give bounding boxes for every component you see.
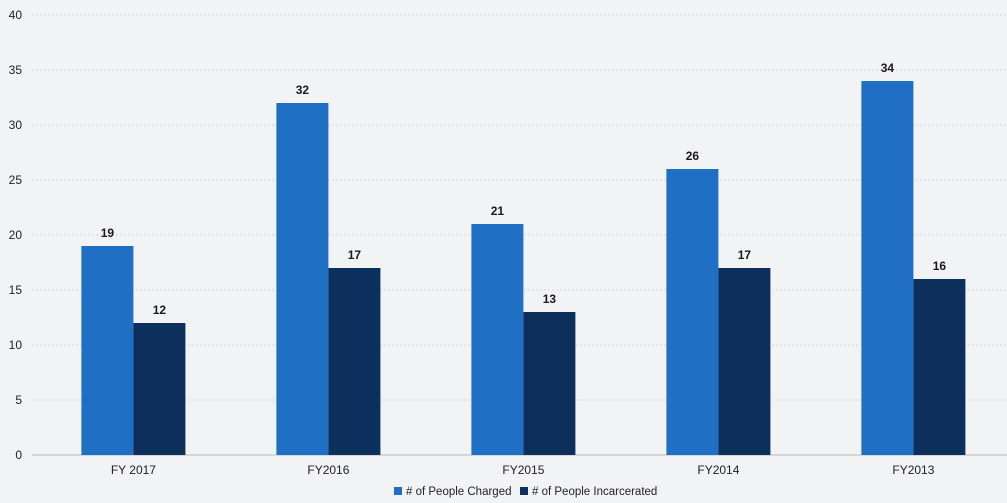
data-label: 17	[738, 248, 752, 262]
data-label: 12	[153, 303, 167, 317]
bar-incarcerated	[328, 268, 381, 455]
legend-label: # of People Charged	[406, 486, 512, 498]
y-tick-label: 5	[15, 393, 22, 407]
y-tick-label: 35	[9, 63, 23, 77]
y-tick-label: 0	[15, 448, 22, 462]
bar-incarcerated	[133, 323, 186, 455]
x-tick-label: FY 2017	[111, 463, 156, 477]
data-label: 17	[348, 248, 362, 262]
legend-swatch	[394, 487, 402, 495]
x-tick-label: FY2014	[697, 463, 739, 477]
bar-charged	[276, 103, 329, 455]
legend-swatch	[520, 487, 528, 495]
y-tick-label: 15	[9, 283, 23, 297]
data-label: 21	[491, 204, 505, 218]
y-tick-label: 30	[9, 118, 23, 132]
x-tick-label: FY2015	[502, 463, 544, 477]
bar-incarcerated	[718, 268, 771, 455]
y-tick-label: 40	[9, 8, 23, 22]
y-tick-label: 25	[9, 173, 23, 187]
x-tick-label: FY2013	[892, 463, 934, 477]
bar-charged	[471, 224, 524, 455]
y-tick-label: 10	[9, 338, 23, 352]
data-label: 26	[686, 149, 700, 163]
bar-charged	[666, 169, 719, 455]
legend-label: # of People Incarcerated	[532, 486, 657, 498]
data-label: 19	[101, 226, 115, 240]
bar-incarcerated	[523, 312, 576, 455]
y-tick-label: 20	[9, 228, 23, 242]
x-tick-label: FY2016	[307, 463, 349, 477]
bar-charged	[81, 246, 134, 455]
data-label: 34	[881, 61, 895, 75]
bar-incarcerated	[913, 279, 966, 455]
data-label: 16	[933, 259, 947, 273]
data-label: 32	[296, 83, 310, 97]
bar-charged	[861, 81, 914, 455]
data-label: 13	[543, 292, 557, 306]
